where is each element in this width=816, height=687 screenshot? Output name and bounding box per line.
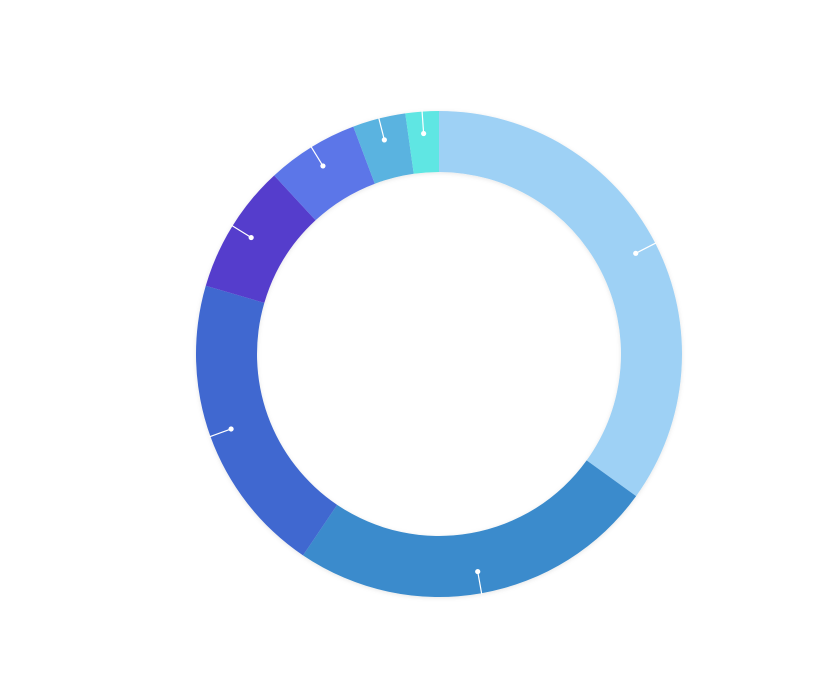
donut-slice-1[interactable] <box>439 111 682 497</box>
slice-leader-line-5 <box>310 146 324 167</box>
slice-leader-lines <box>209 110 657 595</box>
slice-leader-line-6 <box>378 117 385 141</box>
slice-leader-line-3 <box>209 428 232 438</box>
slice-leader-dot-3 <box>228 426 234 432</box>
slice-leader-line-2 <box>477 571 483 595</box>
slice-leader-dot-6 <box>381 137 387 143</box>
donut-slice-7[interactable] <box>405 111 439 174</box>
slice-leader-dot-4 <box>248 234 254 241</box>
donut-slice-4[interactable] <box>205 175 316 303</box>
slice-leader-line-7 <box>421 110 425 134</box>
slice-leader-line-1 <box>635 242 657 254</box>
slice-leader-dot-5 <box>320 163 326 169</box>
donut-slice-5[interactable] <box>274 126 375 221</box>
slice-leader-dot-2 <box>475 568 481 575</box>
slice-leader-dot-7 <box>421 130 427 137</box>
donut-slice-6[interactable] <box>353 113 414 184</box>
donut-slice-2[interactable] <box>303 460 637 597</box>
slice-leader-line-4 <box>231 224 252 239</box>
donut-slice-3[interactable] <box>195 285 338 556</box>
donut-slices <box>195 111 682 597</box>
slice-leader-dot-1 <box>633 250 639 256</box>
